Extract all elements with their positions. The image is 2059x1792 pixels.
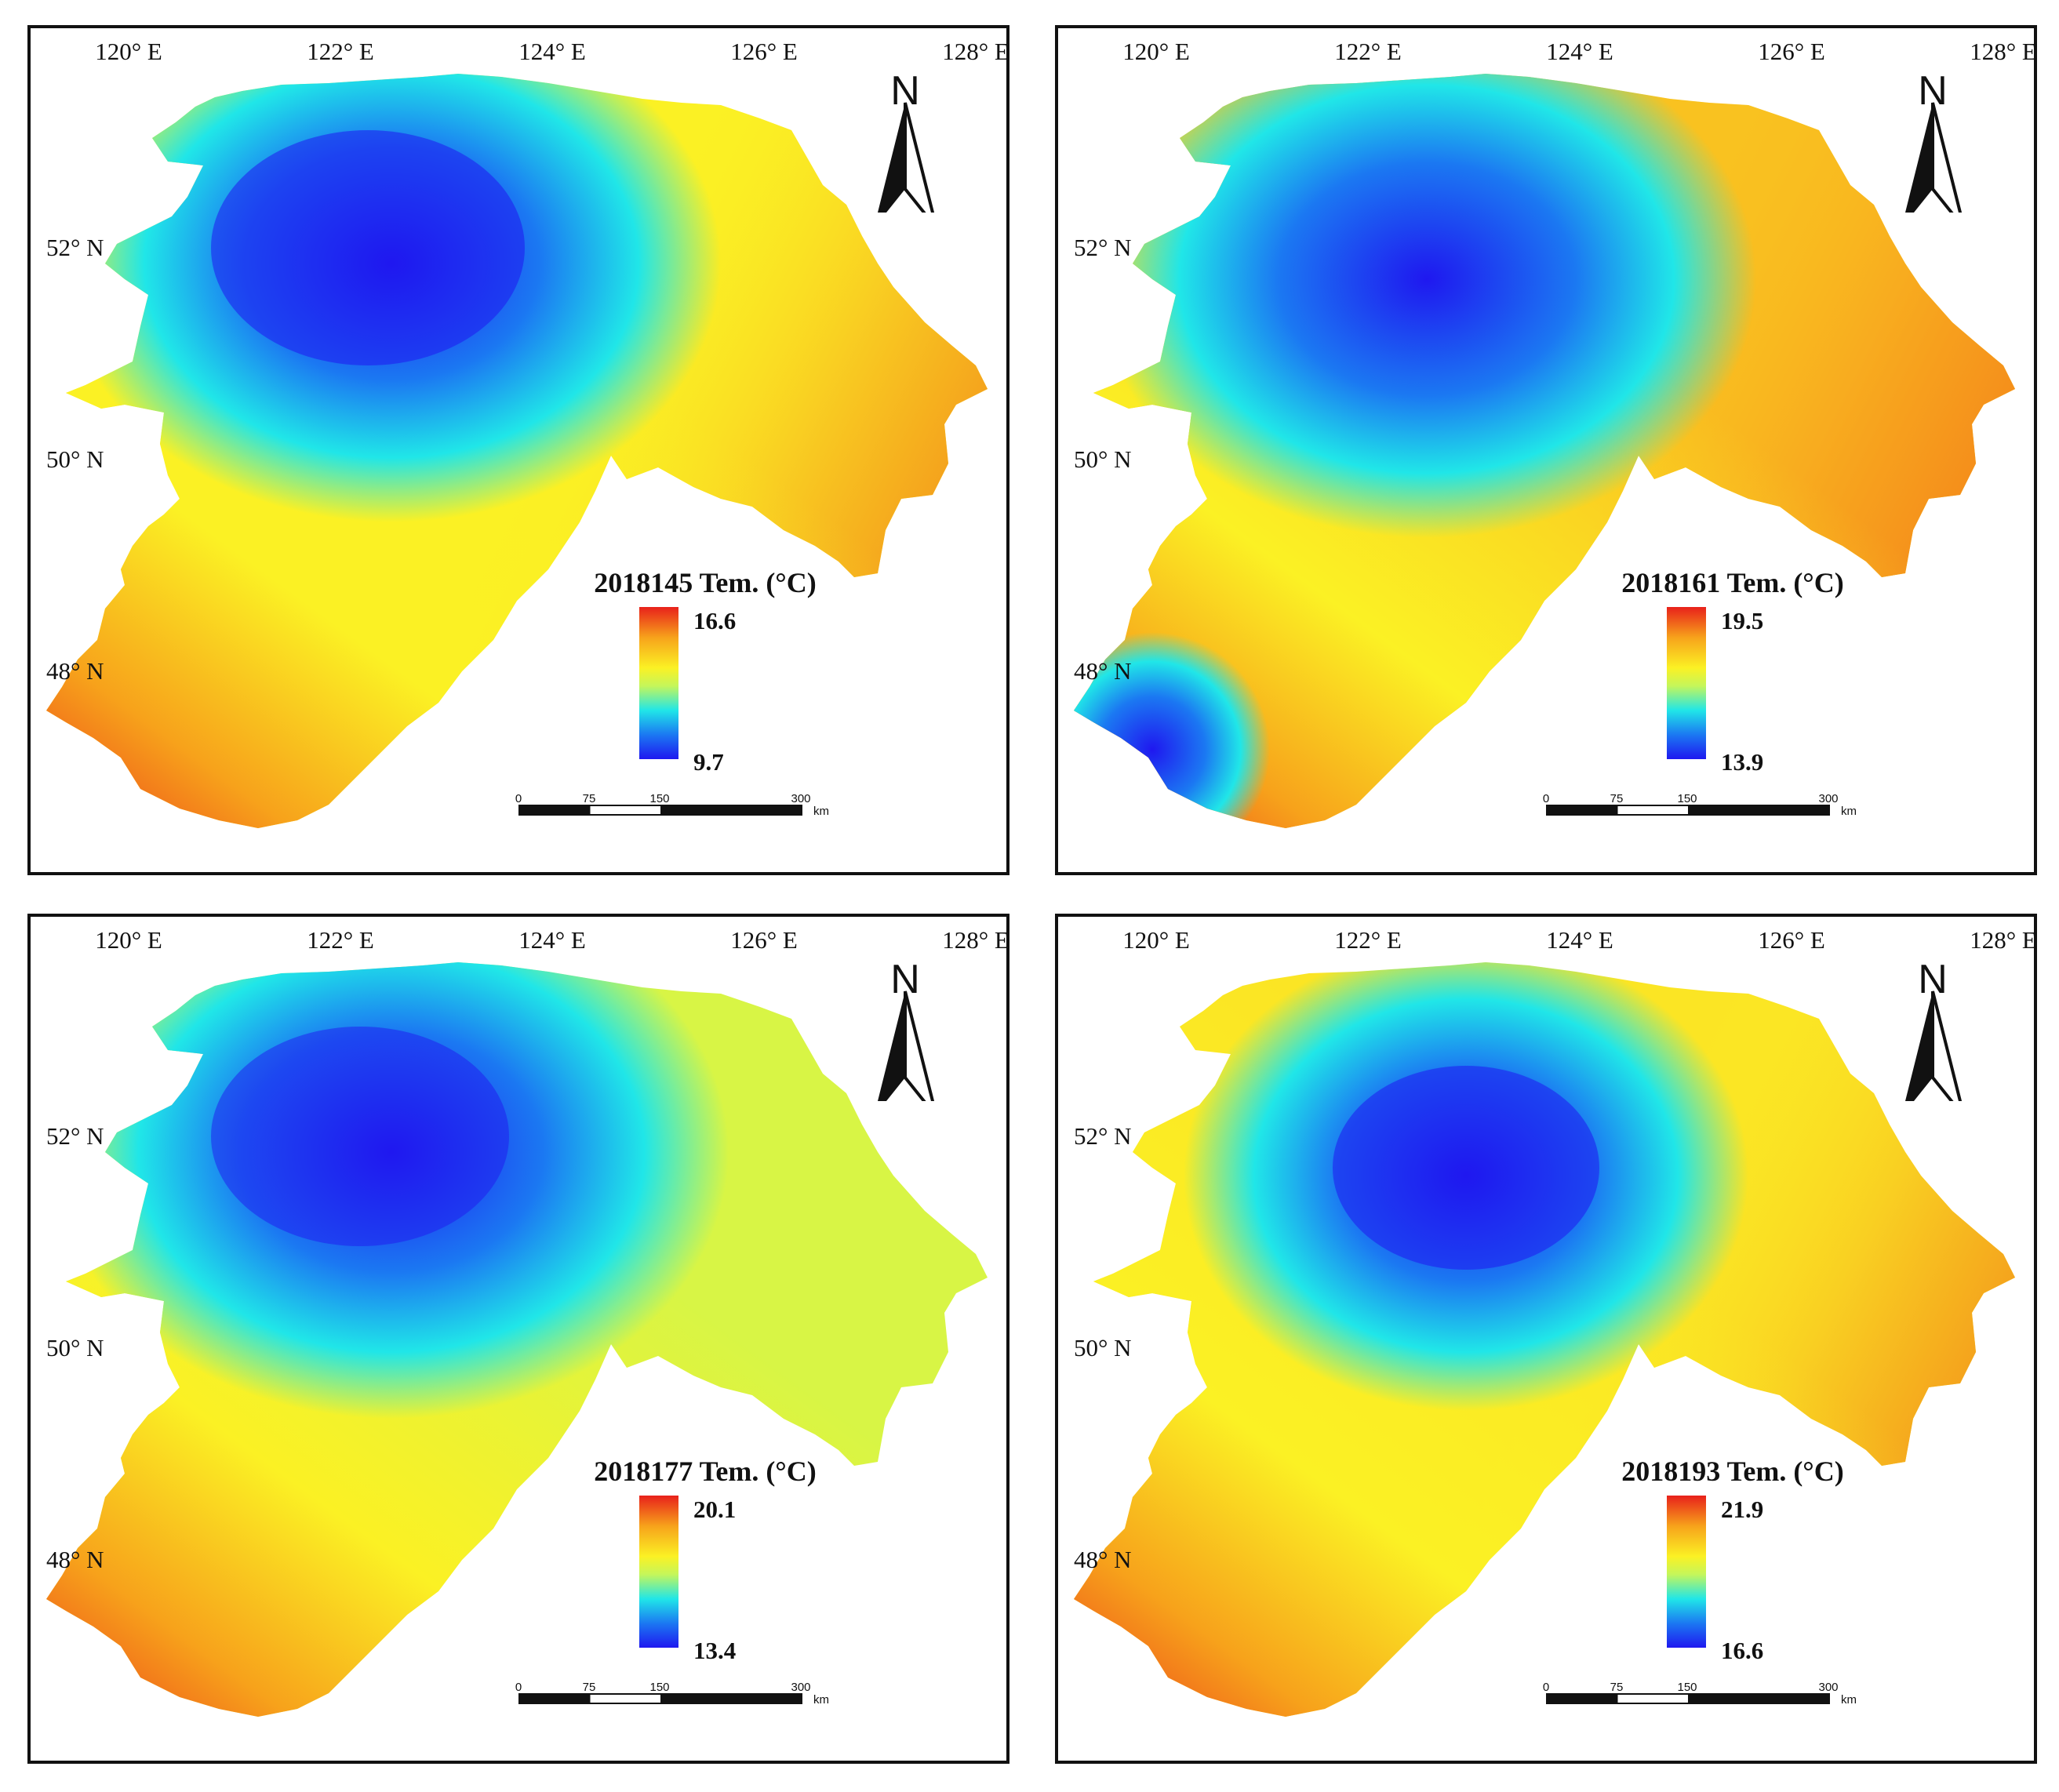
- color-ramp: [1667, 607, 1706, 759]
- longitude-label: 128° E: [942, 38, 1009, 65]
- longitude-label: 124° E: [1546, 926, 1613, 954]
- map-panel-1: 120° E 122° E 124° E 126° E 128° E 52° N…: [27, 25, 1009, 875]
- scale-label: 150: [1677, 792, 1697, 805]
- temperature-map: [46, 962, 988, 1717]
- latitude-label: 48° N: [46, 657, 104, 685]
- longitude-label: 122° E: [1334, 38, 1402, 65]
- longitude-label: 126° E: [730, 926, 798, 954]
- color-ramp: [639, 607, 678, 759]
- north-arrow-icon: [878, 991, 935, 1101]
- longitude-label: 124° E: [518, 38, 586, 65]
- scale-unit: km: [1841, 1693, 1857, 1707]
- legend-max: 20.1: [693, 1496, 737, 1523]
- map-panel-4: 120° E 122° E 124° E 126° E 128° E 52° N…: [1055, 914, 2037, 1764]
- longitude-label: 128° E: [1970, 926, 2037, 954]
- legend-title: 2018177 Tem. (°C): [594, 1456, 817, 1487]
- scale-unit: km: [813, 1693, 829, 1707]
- legend-min: 16.6: [1721, 1637, 1764, 1664]
- legend-max: 19.5: [1721, 607, 1764, 634]
- longitude-label: 122° E: [1334, 926, 1402, 954]
- scale-bar: [1546, 1693, 1830, 1704]
- longitude-label: 120° E: [1122, 926, 1190, 954]
- legend-max: 21.9: [1721, 1496, 1764, 1523]
- legend-max: 16.6: [693, 607, 737, 634]
- latitude-label: 52° N: [46, 1122, 104, 1150]
- scale-unit: km: [1841, 805, 1857, 818]
- color-ramp: [1667, 1496, 1706, 1648]
- longitude-label: 120° E: [1122, 38, 1190, 65]
- longitude-label: 124° E: [518, 926, 586, 954]
- legend-min: 13.9: [1721, 748, 1764, 776]
- longitude-label: 122° E: [307, 926, 374, 954]
- longitude-label: 126° E: [730, 38, 798, 65]
- scale-label: 0: [515, 792, 522, 805]
- legend-min: 9.7: [693, 748, 724, 776]
- latitude-label: 48° N: [1074, 657, 1132, 685]
- longitude-label: 120° E: [95, 38, 162, 65]
- scale-unit: km: [813, 805, 829, 818]
- temperature-map: [46, 74, 988, 828]
- scale-label: 0: [1542, 792, 1550, 805]
- longitude-label: 124° E: [1546, 38, 1613, 65]
- map-panel-3: 120° E 122° E 124° E 126° E 128° E 52° N…: [27, 914, 1009, 1764]
- scale-label: 75: [582, 792, 596, 805]
- legend-title: 2018193 Tem. (°C): [1621, 1456, 1844, 1487]
- longitude-label: 128° E: [942, 926, 1009, 954]
- scale-bar: [518, 1693, 802, 1704]
- scale-bar: [518, 805, 802, 816]
- longitude-label: 122° E: [307, 38, 374, 65]
- scale-label: 75: [582, 1681, 596, 1694]
- temperature-map: [1074, 962, 2015, 1717]
- legend-title: 2018161 Tem. (°C): [1621, 567, 1844, 598]
- legend-title: 2018145 Tem. (°C): [594, 567, 817, 598]
- longitude-label: 128° E: [1970, 38, 2037, 65]
- scale-label: 300: [791, 1681, 811, 1694]
- longitude-label: 126° E: [1758, 926, 1825, 954]
- scale-label: 150: [649, 792, 670, 805]
- temperature-map: [1074, 74, 2015, 828]
- north-arrow-icon: [1905, 102, 1963, 213]
- latitude-label: 50° N: [46, 1334, 104, 1361]
- color-ramp: [639, 1496, 678, 1648]
- scale-label: 150: [649, 1681, 670, 1694]
- scale-label: 150: [1677, 1681, 1697, 1694]
- scale-label: 0: [1542, 1681, 1550, 1694]
- longitude-label: 126° E: [1758, 38, 1825, 65]
- latitude-label: 48° N: [1074, 1546, 1132, 1573]
- latitude-label: 50° N: [46, 445, 104, 473]
- latitude-label: 52° N: [46, 234, 104, 261]
- scale-label: 300: [791, 792, 811, 805]
- north-arrow-icon: [878, 102, 935, 213]
- map-panel-2: 120° E 122° E 124° E 126° E 128° E 52° N…: [1055, 25, 2037, 875]
- longitude-label: 120° E: [95, 926, 162, 954]
- latitude-label: 50° N: [1074, 1334, 1132, 1361]
- scale-label: 75: [1610, 1681, 1624, 1694]
- legend-min: 13.4: [693, 1637, 737, 1664]
- scale-label: 75: [1610, 792, 1624, 805]
- scale-label: 0: [515, 1681, 522, 1694]
- scale-bar: [1546, 805, 1830, 816]
- latitude-label: 50° N: [1074, 445, 1132, 473]
- scale-label: 300: [1818, 1681, 1839, 1694]
- latitude-label: 48° N: [46, 1546, 104, 1573]
- north-arrow-icon: [1905, 991, 1963, 1101]
- latitude-label: 52° N: [1074, 1122, 1132, 1150]
- latitude-label: 52° N: [1074, 234, 1132, 261]
- scale-label: 300: [1818, 792, 1839, 805]
